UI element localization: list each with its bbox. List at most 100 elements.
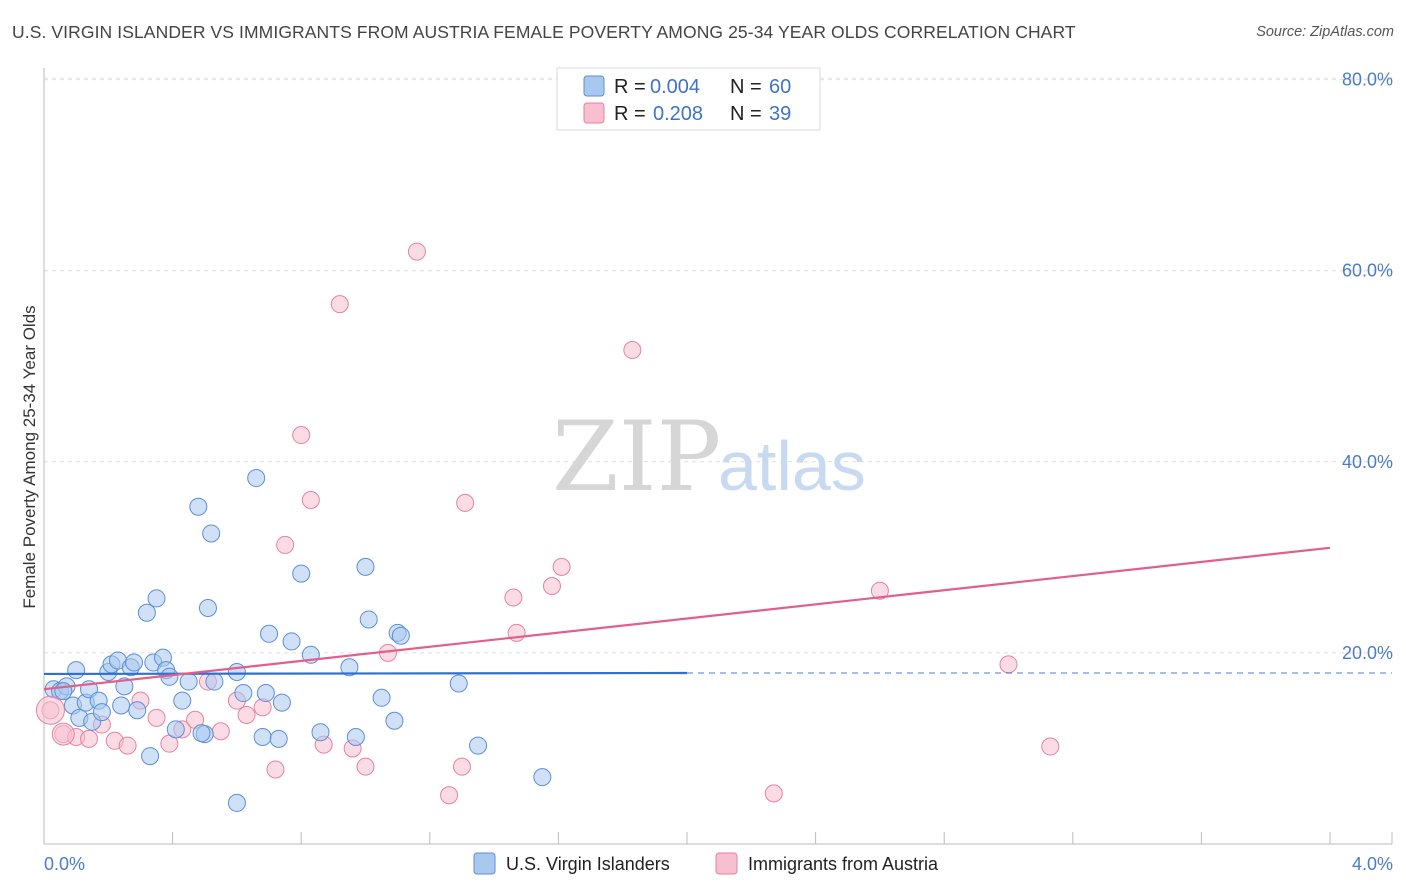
point-virgin-islanders — [147, 589, 166, 608]
point-virgin-islanders — [256, 684, 275, 703]
legend-r-value-pink: 0.208 — [653, 103, 703, 125]
bottom-legend: U.S. Virgin Islanders Immigrants from Au… — [473, 852, 939, 875]
point-virgin-islanders — [253, 727, 272, 746]
point-austria — [35, 695, 65, 725]
point-virgin-islanders — [227, 793, 246, 812]
point-virgin-islanders — [340, 658, 359, 677]
point-virgin-islanders — [128, 701, 147, 720]
legend-r-label-pink: R = — [614, 103, 646, 125]
legend-n-value-pink: 39 — [769, 103, 791, 125]
point-austria — [456, 493, 475, 512]
point-virgin-islanders — [356, 557, 375, 576]
point-austria — [764, 784, 783, 803]
watermark: ZIP atlas — [552, 401, 866, 513]
point-austria — [330, 295, 349, 314]
point-virgin-islanders — [533, 768, 552, 787]
point-virgin-islanders — [272, 693, 291, 712]
trend-line-virgin-islanders — [43, 671, 688, 676]
x-tick-labels: 0.0% 4.0% — [44, 854, 1393, 874]
point-virgin-islanders — [192, 724, 211, 743]
point-austria — [211, 722, 230, 741]
point-austria — [356, 757, 375, 776]
source-credit: Source: ZipAtlas.com — [1256, 24, 1394, 40]
point-austria — [147, 708, 166, 727]
point-virgin-islanders — [173, 691, 192, 710]
point-virgin-islanders — [205, 672, 224, 691]
y-axis-label: Female Poverty Among 25-34 Year Olds — [20, 305, 39, 608]
x-tick-label: 4.0% — [1352, 854, 1393, 874]
trend-lines — [43, 546, 1392, 691]
y-tick-label: 80.0% — [1342, 70, 1393, 90]
point-austria — [301, 491, 320, 510]
point-virgin-islanders — [125, 653, 144, 672]
point-virgin-islanders — [202, 524, 221, 543]
trend-line-austria — [43, 546, 1331, 691]
point-virgin-islanders — [166, 720, 185, 739]
point-virgin-islanders — [227, 663, 246, 682]
bottom-legend-swatch-pink — [715, 852, 738, 875]
point-austria — [870, 581, 889, 600]
point-virgin-islanders — [359, 610, 378, 629]
point-virgin-islanders — [282, 632, 301, 651]
watermark-atlas: atlas — [718, 427, 866, 505]
point-virgin-islanders — [247, 469, 266, 488]
point-virgin-islanders — [449, 674, 468, 693]
point-virgin-islanders — [115, 677, 134, 696]
chart-title: U.S. VIRGIN ISLANDER VS IMMIGRANTS FROM … — [12, 22, 1076, 42]
legend-swatch-blue — [583, 75, 605, 97]
bottom-legend-swatch-blue — [473, 852, 496, 875]
point-virgin-islanders — [54, 682, 73, 701]
y-tick-label: 40.0% — [1342, 452, 1393, 472]
y-tick-label: 60.0% — [1342, 261, 1393, 281]
point-virgin-islanders — [385, 711, 404, 730]
point-virgin-islanders — [234, 684, 253, 703]
legend-r-value-blue: 0.004 — [650, 76, 700, 98]
legend-n-value-blue: 60 — [769, 76, 791, 98]
point-austria — [80, 729, 99, 748]
bottom-legend-label-pink: Immigrants from Austria — [748, 854, 939, 874]
legend-n-label-pink: N = — [730, 103, 762, 125]
point-virgin-islanders — [292, 564, 311, 583]
point-virgin-islanders — [137, 603, 156, 622]
legend-swatch-pink — [583, 102, 605, 124]
point-virgin-islanders — [260, 624, 279, 643]
point-virgin-islanders — [179, 672, 198, 691]
point-virgin-islanders — [92, 703, 111, 722]
y-tick-labels: 20.0% 40.0% 60.0% 80.0% — [1342, 70, 1393, 663]
point-austria — [552, 557, 571, 576]
point-austria — [1041, 737, 1060, 756]
point-virgin-islanders — [311, 723, 330, 742]
legend-r-label-blue: R = — [614, 76, 646, 98]
point-austria — [407, 242, 426, 261]
point-austria — [542, 577, 561, 596]
point-austria — [440, 786, 459, 805]
point-austria — [292, 426, 311, 445]
watermark-zip: ZIP — [552, 401, 721, 513]
point-virgin-islanders — [346, 727, 365, 746]
point-virgin-islanders — [141, 747, 160, 766]
x-tick-label: 0.0% — [44, 854, 85, 874]
point-austria — [623, 341, 642, 360]
point-austria — [51, 722, 75, 746]
point-virgin-islanders — [372, 688, 391, 707]
point-virgin-islanders — [112, 696, 131, 715]
point-virgin-islanders — [189, 497, 208, 516]
point-austria — [999, 655, 1018, 674]
point-virgin-islanders — [391, 626, 410, 645]
point-austria — [452, 757, 471, 776]
y-tick-label: 20.0% — [1342, 643, 1393, 663]
point-virgin-islanders — [67, 661, 86, 680]
top-legend: R = 0.004 N = 60 R = 0.208 N = 39 — [556, 67, 821, 131]
point-austria — [266, 760, 285, 779]
point-austria — [276, 535, 295, 554]
point-austria — [237, 706, 256, 725]
point-virgin-islanders — [269, 729, 288, 748]
point-austria — [118, 736, 137, 755]
legend-n-label-blue: N = — [730, 76, 762, 98]
data-points — [35, 242, 1060, 812]
point-austria — [504, 588, 523, 607]
point-virgin-islanders — [469, 736, 488, 755]
point-virgin-islanders — [198, 598, 217, 617]
bottom-legend-label-blue: U.S. Virgin Islanders — [506, 854, 670, 874]
